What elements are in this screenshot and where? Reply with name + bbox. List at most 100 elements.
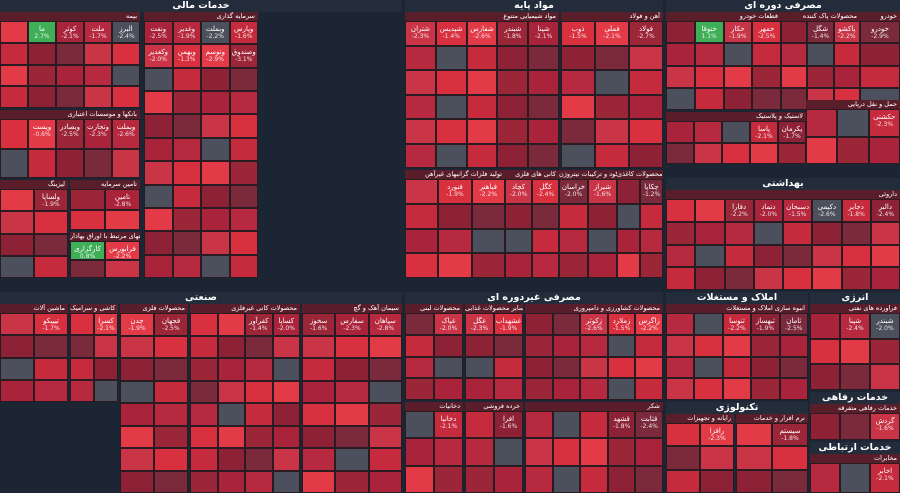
stock-tile[interactable]: [694, 43, 724, 66]
stock-tile[interactable]: [783, 267, 813, 290]
stock-tile[interactable]: [494, 356, 523, 379]
stock-tile[interactable]: [70, 313, 94, 336]
stock-tile[interactable]: [736, 446, 772, 470]
stock-tile[interactable]: [617, 203, 640, 229]
stock-tile[interactable]: [434, 438, 463, 466]
stock-tile[interactable]: [723, 65, 753, 88]
stock-tile[interactable]: [505, 228, 532, 254]
stock-tile[interactable]: [335, 448, 369, 471]
stock-tile[interactable]: [201, 231, 230, 255]
stock-tile[interactable]: [56, 42, 84, 65]
stock-tile[interactable]: [666, 267, 696, 290]
stock-tile[interactable]: فرابورس -2.2%: [105, 241, 140, 260]
stock-tile[interactable]: [144, 184, 173, 208]
stock-tile[interactable]: [595, 94, 629, 119]
stock-tile[interactable]: [580, 411, 608, 439]
stock-tile[interactable]: [810, 413, 840, 440]
stock-tile[interactable]: [752, 65, 781, 88]
stock-tile[interactable]: خکار -1.9%: [723, 21, 753, 44]
stock-tile[interactable]: [144, 254, 173, 278]
stock-tile[interactable]: ونفت -2.5%: [144, 21, 173, 45]
stock-tile[interactable]: [144, 161, 173, 185]
stock-tile[interactable]: [34, 211, 68, 234]
stock-tile[interactable]: قثابت -2.4%: [635, 411, 663, 439]
stock-tile[interactable]: [559, 228, 588, 254]
stock-tile[interactable]: [229, 184, 258, 208]
stock-tile[interactable]: [335, 335, 369, 358]
stock-tile[interactable]: [190, 448, 218, 471]
stock-tile[interactable]: [722, 356, 752, 379]
stock-tile[interactable]: [722, 121, 750, 143]
stock-tile[interactable]: [806, 136, 838, 164]
stock-tile[interactable]: [559, 253, 588, 278]
stock-tile[interactable]: [56, 86, 84, 108]
stock-tile[interactable]: [629, 45, 663, 70]
stock-tile[interactable]: [70, 379, 94, 402]
stock-tile[interactable]: [272, 335, 300, 358]
stock-tile[interactable]: [0, 335, 34, 358]
stock-tile[interactable]: [94, 357, 118, 380]
stock-tile[interactable]: [112, 42, 140, 65]
stock-tile[interactable]: [120, 335, 154, 358]
stock-tile[interactable]: [172, 114, 201, 138]
stock-tile[interactable]: [595, 119, 629, 144]
stock-tile[interactable]: [0, 64, 28, 87]
stock-tile[interactable]: تامین -2.8%: [105, 189, 140, 210]
stock-tile[interactable]: [635, 465, 663, 493]
stock-tile[interactable]: [552, 378, 581, 400]
stock-tile[interactable]: [120, 403, 154, 426]
stock-tile[interactable]: [272, 448, 300, 471]
stock-tile[interactable]: [772, 469, 808, 493]
stock-tile[interactable]: [694, 356, 723, 379]
stock-tile[interactable]: [736, 469, 772, 493]
stock-tile[interactable]: شبندر -1.8%: [497, 21, 529, 46]
stock-tile[interactable]: [201, 67, 230, 92]
stock-tile[interactable]: [751, 356, 780, 379]
stock-tile[interactable]: [807, 65, 834, 88]
stock-tile[interactable]: شبندر -2.0%: [870, 313, 900, 339]
stock-tile[interactable]: [580, 378, 608, 400]
stock-tile[interactable]: [56, 64, 84, 87]
stock-tile[interactable]: [190, 470, 218, 493]
stock-tile[interactable]: [552, 465, 581, 493]
stock-tile[interactable]: [434, 378, 463, 400]
stock-tile[interactable]: [837, 136, 869, 164]
stock-tile[interactable]: [666, 356, 695, 379]
stock-tile[interactable]: [272, 358, 300, 381]
stock-tile[interactable]: [753, 221, 783, 245]
stock-tile[interactable]: [781, 21, 808, 44]
stock-tile[interactable]: [580, 334, 608, 357]
stock-tile[interactable]: [245, 448, 273, 471]
stock-tile[interactable]: [694, 378, 723, 400]
stock-tile[interactable]: [368, 448, 402, 471]
stock-tile[interactable]: ثنوسا -2.2%: [722, 313, 752, 335]
stock-tile[interactable]: [190, 358, 218, 381]
stock-tile[interactable]: [497, 45, 529, 70]
stock-tile[interactable]: [471, 253, 505, 278]
stock-tile[interactable]: شپدیس -1.4%: [435, 21, 467, 46]
stock-tile[interactable]: [201, 161, 230, 185]
stock-tile[interactable]: [105, 209, 140, 230]
stock-tile[interactable]: [561, 45, 595, 70]
stock-tile[interactable]: شگل -1.4%: [807, 21, 834, 44]
stock-tile[interactable]: [779, 378, 808, 400]
stock-tile[interactable]: [405, 334, 434, 357]
stock-tile[interactable]: [694, 334, 723, 357]
stock-tile[interactable]: [783, 244, 813, 268]
stock-tile[interactable]: [561, 94, 595, 119]
stock-tile[interactable]: [532, 228, 559, 254]
stock-tile[interactable]: سیستم -1.8%: [772, 423, 808, 447]
stock-tile[interactable]: [833, 65, 860, 88]
stock-tile[interactable]: [528, 94, 559, 119]
stock-tile[interactable]: [629, 94, 663, 119]
stock-tile[interactable]: [229, 137, 258, 162]
stock-tile[interactable]: دکیمی -2.6%: [812, 199, 842, 222]
stock-tile[interactable]: [580, 438, 608, 466]
stock-tile[interactable]: ثامان -2.5%: [779, 313, 808, 335]
stock-tile[interactable]: ثبهساز -1.9%: [751, 313, 780, 335]
stock-tile[interactable]: سفارس -2.3%: [335, 313, 369, 336]
stock-tile[interactable]: [0, 211, 34, 234]
stock-tile[interactable]: [525, 438, 553, 466]
stock-tile[interactable]: [120, 425, 154, 448]
stock-tile[interactable]: [154, 425, 188, 448]
